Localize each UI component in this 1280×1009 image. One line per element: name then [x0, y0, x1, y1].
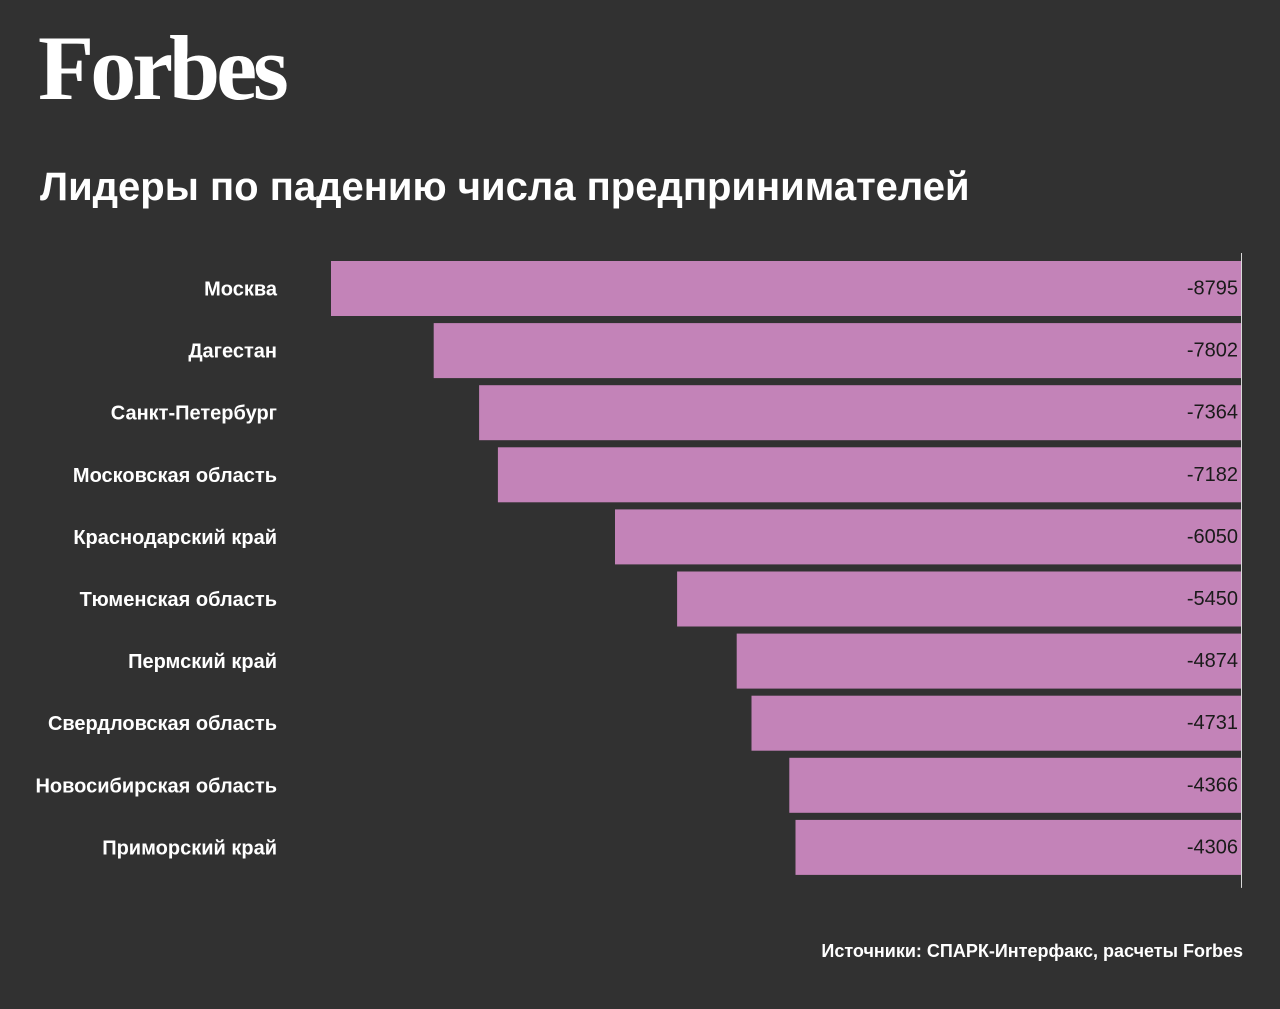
data-label: -7802	[1187, 340, 1238, 362]
bar	[433, 323, 1241, 379]
category-label: Тюменская область	[80, 589, 277, 611]
category-label: Санкт-Петербург	[111, 403, 277, 425]
bar	[795, 819, 1241, 875]
page-title: Лидеры по падению числа предпринимателей	[40, 165, 970, 209]
data-label: -4366	[1187, 774, 1238, 796]
bar	[497, 447, 1241, 503]
source-note: Источники: СПАРК-Интерфакс, расчеты Forb…	[821, 941, 1243, 961]
bar	[615, 509, 1241, 565]
data-label: -4731	[1187, 712, 1238, 734]
bar	[677, 571, 1241, 627]
category-label: Свердловская область	[48, 713, 277, 735]
data-label: -4306	[1187, 836, 1238, 858]
forbes-logo: Forbes	[38, 17, 289, 119]
data-label: -7182	[1187, 464, 1238, 486]
data-label: -5450	[1187, 588, 1238, 610]
data-label: -7364	[1187, 402, 1238, 424]
category-label: Пермский край	[128, 651, 277, 673]
category-label: Приморский край	[102, 837, 277, 859]
bar	[736, 633, 1241, 689]
category-label: Краснодарский край	[73, 527, 277, 549]
bar	[751, 695, 1241, 751]
bar	[789, 757, 1241, 813]
category-label: Московская область	[73, 465, 277, 487]
category-label: Новосибирская область	[35, 775, 277, 797]
bar	[331, 261, 1241, 316]
category-label: Дагестан	[188, 341, 277, 363]
data-label: -8795	[1187, 278, 1238, 300]
category-label: Москва	[204, 279, 278, 301]
data-label: -4874	[1187, 650, 1238, 672]
bar	[479, 385, 1242, 441]
data-label: -6050	[1187, 526, 1238, 548]
